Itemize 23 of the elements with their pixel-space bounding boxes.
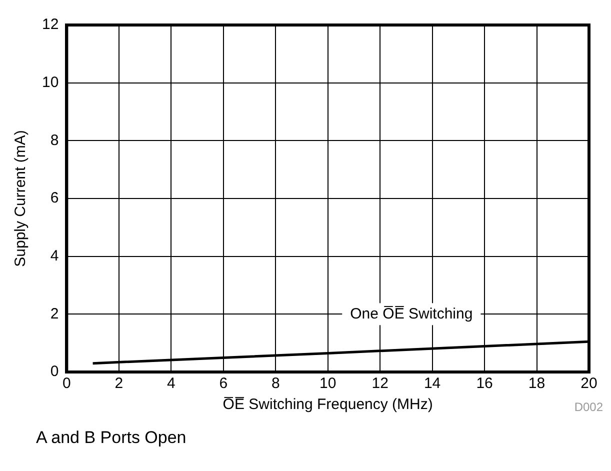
text: A and B Ports Open — [36, 428, 188, 448]
x-tick-label: 4 — [166, 375, 176, 392]
text: D002 — [574, 400, 603, 414]
y-tick-label: 8 — [50, 132, 59, 149]
x-tick-label: 20 — [580, 375, 598, 392]
y-tick-label: 2 — [50, 305, 59, 322]
x-tick-label: 12 — [372, 375, 388, 392]
x-tick-label: 8 — [271, 375, 280, 392]
x-tick-label: 2 — [114, 375, 124, 392]
y-tick-label: 6 — [50, 190, 59, 207]
y-tick-label: 4 — [50, 247, 59, 264]
x-tick-label: 14 — [424, 375, 441, 392]
y-tick-label: 10 — [42, 74, 59, 91]
x-tick-label: 0 — [62, 375, 71, 392]
y-tick-label: 0 — [50, 363, 59, 380]
series-label: One O̅E̅ Switching — [350, 305, 473, 322]
x-tick-label: 16 — [476, 375, 493, 392]
x-axis-title: O̅E̅ Switching Frequency (MHz) — [222, 396, 433, 414]
y-tick-label: 12 — [42, 16, 59, 34]
x-tick-label: 10 — [320, 375, 336, 392]
y-axis-title: Supply Current (mA) — [12, 130, 30, 267]
x-tick-label: 6 — [219, 375, 228, 392]
x-tick-label: 18 — [528, 375, 546, 392]
